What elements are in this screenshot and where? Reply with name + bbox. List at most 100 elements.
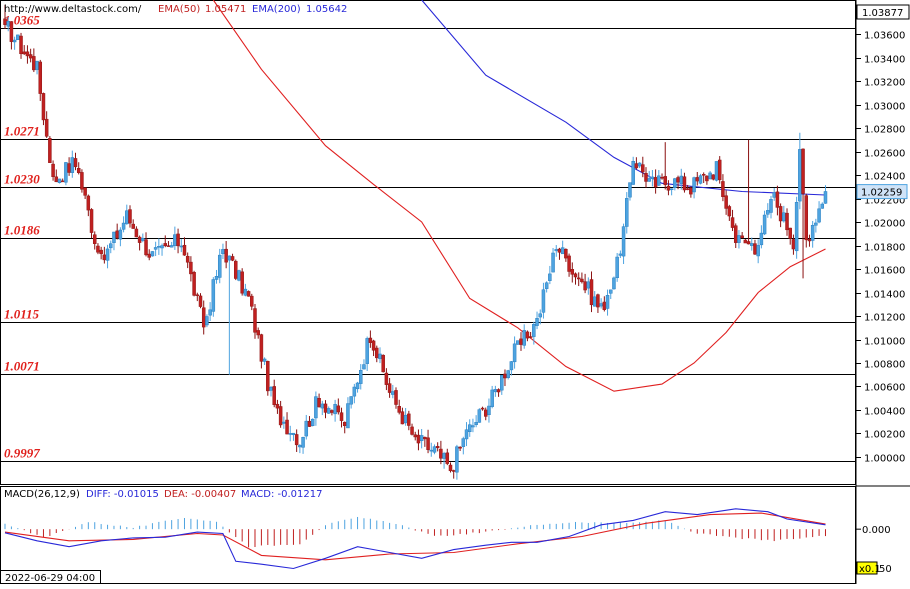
bear-candle <box>753 243 757 255</box>
bull-candle <box>554 249 559 252</box>
bull-candle <box>150 251 155 257</box>
bull-candle <box>301 437 305 448</box>
bull-candle <box>346 403 350 429</box>
bull-candle <box>57 178 62 183</box>
y-tick-label: 1.00000 <box>864 454 905 465</box>
bull-candle <box>551 252 555 273</box>
bear-candle <box>336 405 341 413</box>
support-resistance-levels: 1.03651.02711.02301.01861.01151.00710.99… <box>0 13 856 462</box>
y-tick-label: 1.01000 <box>864 337 905 348</box>
bull-candle <box>766 210 770 215</box>
bear-candle <box>192 272 196 296</box>
bull-candle <box>794 202 799 252</box>
bull-candle <box>16 34 20 40</box>
bear-candle <box>25 51 30 57</box>
site-url[interactable]: http://www.deltastock.com/ <box>4 4 142 15</box>
bear-candle <box>580 278 584 283</box>
bull-candle <box>217 254 222 278</box>
bull-candle <box>403 414 408 424</box>
bear-candle <box>67 163 71 173</box>
bull-candle <box>708 172 712 180</box>
bear-candle <box>368 337 373 343</box>
scale-badge[interactable] <box>856 561 878 575</box>
y-tick-label: 1.02200 <box>864 196 905 207</box>
bear-candle <box>137 236 142 243</box>
bull-candle <box>605 294 610 309</box>
bear-candle <box>644 173 648 182</box>
last-price-badge <box>856 184 908 200</box>
bear-candle <box>342 421 347 426</box>
bear-candle <box>147 253 151 258</box>
bull-candle <box>291 432 296 436</box>
bull-candle <box>359 370 363 384</box>
bear-candle <box>660 177 664 179</box>
bull-candle <box>349 396 353 405</box>
bear-candle <box>666 185 671 191</box>
bull-candle <box>153 247 158 250</box>
bear-candle <box>663 176 667 185</box>
bull-candle <box>535 318 539 326</box>
bear-candle <box>102 254 107 261</box>
bull-candle <box>64 162 68 183</box>
bull-candle <box>298 445 302 448</box>
bull-candle <box>615 256 619 279</box>
bear-candle <box>339 412 344 421</box>
bear-candle <box>685 188 690 190</box>
bull-candle <box>798 149 802 202</box>
price-axis-ticks: 1.03600 1.03400 1.03200 1.03000 1.02800 1.026… <box>856 31 905 465</box>
bull-candle <box>679 175 684 185</box>
bear-candle <box>451 470 456 472</box>
bull-candle <box>455 446 459 473</box>
bear-candle <box>166 245 171 247</box>
bear-candle <box>384 372 389 385</box>
bear-candle <box>435 446 440 449</box>
bear-candle <box>570 269 575 275</box>
bull-candle <box>169 245 174 248</box>
bear-candle <box>371 340 376 351</box>
ema-lines <box>212 0 826 392</box>
bull-candle <box>544 282 549 289</box>
level-label: 1.0071 <box>4 359 40 374</box>
bear-candle <box>99 249 103 255</box>
bear-candle <box>201 307 206 328</box>
bear-candle <box>589 279 594 306</box>
level-label: 1.0271 <box>4 124 40 139</box>
bull-candle <box>814 222 818 226</box>
bear-candle <box>144 239 148 256</box>
bear-candle <box>416 434 421 444</box>
bear-candle <box>682 176 687 191</box>
bull-candle <box>669 188 674 190</box>
bear-candle <box>721 181 725 197</box>
bear-candle <box>189 261 193 275</box>
bull-candle <box>362 364 366 370</box>
bear-candle <box>28 54 33 59</box>
bear-candle <box>92 234 97 244</box>
bear-candle <box>426 437 430 450</box>
bull-candle <box>657 175 661 186</box>
bear-candle <box>83 187 87 196</box>
bear-candle <box>266 361 270 392</box>
bull-candle <box>429 449 434 452</box>
bull-candle <box>125 210 129 225</box>
datetime-label: 2022-06-29 04:00 <box>5 573 95 584</box>
bull-candle <box>487 405 491 416</box>
bull-candle <box>650 176 655 180</box>
y-tick-label: 1.03600 <box>864 31 905 42</box>
bull-candle <box>673 178 677 188</box>
bull-candle <box>6 20 10 27</box>
bear-candle <box>400 411 405 425</box>
level-label: 0.9997 <box>4 446 40 461</box>
bull-candle <box>227 255 232 261</box>
bear-candle <box>375 347 379 359</box>
bear-candle <box>163 243 167 246</box>
bull-candle <box>269 386 273 391</box>
bear-candle <box>564 248 568 259</box>
ema200-label: EMA(200) <box>252 4 301 15</box>
bull-candle <box>820 203 825 209</box>
bull-candle <box>810 224 815 241</box>
bull-candle <box>625 198 629 227</box>
bear-candle <box>259 334 264 362</box>
bull-candle <box>467 424 472 432</box>
bull-candle <box>637 162 642 167</box>
